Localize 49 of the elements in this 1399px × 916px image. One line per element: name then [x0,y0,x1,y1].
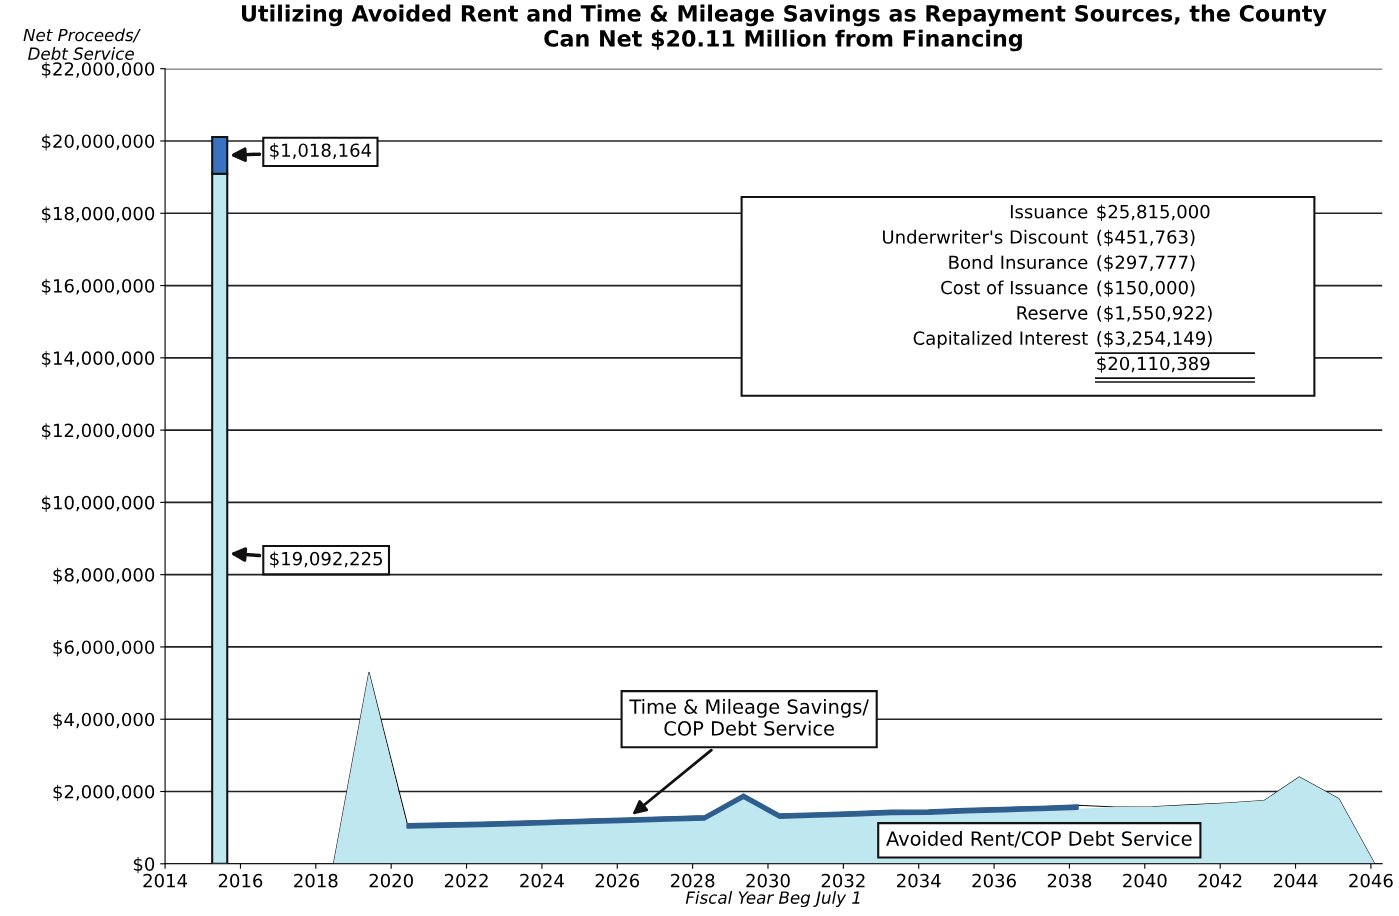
annotation: ($297,777) [1097,255,1195,272]
x-tick-label: 2014 [143,873,188,888]
x-tick-label: 2042 [1198,873,1242,888]
y-tick-label: $0 [133,856,155,874]
y-tick-label: $18,000,000 [41,206,155,223]
x-tick-label: 2040 [1123,873,1167,888]
annotation: Reserve [1017,306,1088,320]
y-tick-label: $2,000,000 [53,784,155,802]
x-tick-label: 2020 [369,873,413,888]
chart-title: Utilizing Avoided Rent and Time & Mileage Savings as Repayment Sources, the County Can Net $20.11 Million from Financing [241,4,1327,52]
x-tick-label: 2038 [1047,873,1092,888]
y-tick-label: $22,000,000 [41,61,155,79]
x-tick-label: 2046 [1349,873,1393,888]
annotation: ($451,763) [1097,229,1195,247]
x-tick-label: 2024 [520,873,564,888]
y-tick-label: $10,000,000 [41,495,155,512]
data-label: $19,092,225 [270,551,382,568]
x-tick-label: 2018 [294,873,338,888]
y-tick-label: $8,000,000 [53,567,155,585]
x-tick-label: 2022 [444,873,488,888]
annotation: ($1,550,922) [1097,305,1212,323]
annotation: ($150,000) [1097,280,1195,297]
y-tick-label: $4,000,000 [53,712,155,729]
text: Time & Mileage Savings/ COP Debt Service [629,698,869,736]
annotation: Underwriter's Discount [883,229,1088,244]
y-tick-label: $12,000,000 [41,423,155,440]
annotation: Cost of Issuance [941,280,1088,295]
y-tick-label: $16,000,000 [41,278,155,296]
x-tick-label: 2026 [595,873,640,888]
annotation: Capitalized Interest [913,331,1088,349]
y-tick-label: $20,000,000 [41,134,155,151]
x-tick-label: 2044 [1273,873,1318,888]
series-label: Avoided Rent/COP Debt Service [886,830,1192,848]
y-tick-label: $6,000,000 [53,640,155,657]
y-axis-title: Net Proceeds/ Debt Service [23,28,141,60]
x-tick-label: 2016 [218,873,263,888]
annotation: $20,110,389 [1097,356,1210,373]
data-label: $1,018,164 [270,143,372,160]
x-tick-label: 2034 [897,873,941,888]
y-tick-label: $14,000,000 [41,350,155,368]
annotation: $25,815,000 [1097,204,1210,221]
x-axis-title: Fiscal Year Beg July 1 [685,890,860,908]
x-tick-label: 2028 [670,873,715,888]
annotation: Bond Insurance [949,255,1088,270]
x-tick-label: 2032 [821,873,865,888]
annotation: Issuance [1010,205,1088,219]
x-tick-label: 2036 [972,873,1016,888]
x-tick-label: 2030 [746,873,790,888]
annotation: ($3,254,149) [1097,331,1212,348]
